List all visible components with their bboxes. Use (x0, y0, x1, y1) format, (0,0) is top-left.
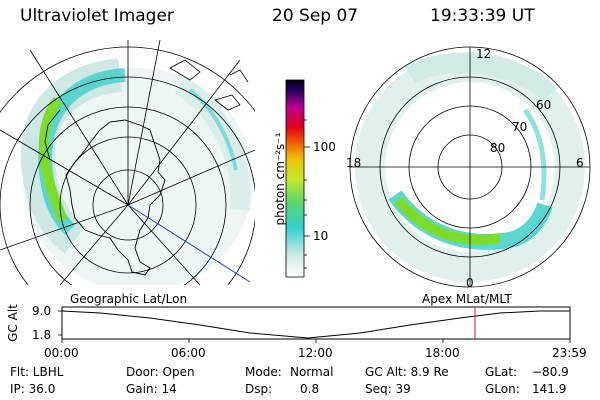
mode-label: Mode: (245, 365, 282, 379)
lat-label-80: 80 (490, 141, 506, 155)
colorbar-tick-10: 10 (313, 229, 329, 243)
glon-value: 141.9 (532, 382, 567, 396)
lat-label-60: 60 (536, 98, 552, 112)
colorbar-tick-100: 100 (313, 140, 336, 154)
altitude-timeline (58, 306, 571, 343)
timeline-right-title: Apex MLat/MLT (422, 292, 512, 306)
timeline-xtick-0000: 00:00 (44, 346, 79, 360)
timeline-xtick-0600: 06:00 (171, 346, 206, 360)
time-label: 19:33:39 UT (430, 6, 535, 26)
mlt-label-6: 6 (576, 156, 584, 170)
dsp-value: 0.8 (300, 382, 320, 396)
gain-info: Gain: 14 (126, 382, 177, 396)
timeline-xtick-1200: 12:00 (298, 346, 333, 360)
gcalt-info: GC Alt: 8.9 Re (365, 365, 449, 379)
dsp-label: Dsp: (245, 382, 273, 396)
glat-label: GLat: (485, 365, 518, 379)
timeline-left-title: Geographic Lat/Lon (70, 292, 188, 306)
glon-label: GLon: (485, 382, 520, 396)
mlt-label-0: 0 (466, 276, 474, 290)
filter-info: Flt: LBHL (10, 365, 64, 379)
timeline-xtick-1800: 18:00 (425, 346, 460, 360)
timeline-axis-label: GC Alt (6, 304, 20, 342)
timeline-ytick-bottom: 1.8 (32, 328, 52, 342)
colorbar-unit-label: photon cm⁻²s⁻¹ (273, 132, 287, 226)
mlt-label-12: 12 (476, 47, 492, 61)
ip-info: IP: 36.0 (10, 382, 56, 396)
geographic-map-panel (0, 40, 255, 285)
mode-value: Normal (290, 365, 334, 379)
timeline-ytick-top: 9.0 (32, 304, 52, 318)
date-label: 20 Sep 07 (272, 6, 359, 26)
magnetic-polar-panel (349, 46, 591, 288)
glat-value: −80.9 (532, 365, 569, 379)
instrument-title: Ultraviolet Imager (20, 6, 174, 26)
lat-label-70: 70 (512, 120, 528, 134)
colorbar (285, 79, 310, 278)
mlt-label-18: 18 (346, 156, 362, 170)
door-info: Door: Open (126, 365, 195, 379)
timeline-xtick-2359: 23:59 (552, 346, 587, 360)
seq-info: Seq: 39 (365, 382, 411, 396)
